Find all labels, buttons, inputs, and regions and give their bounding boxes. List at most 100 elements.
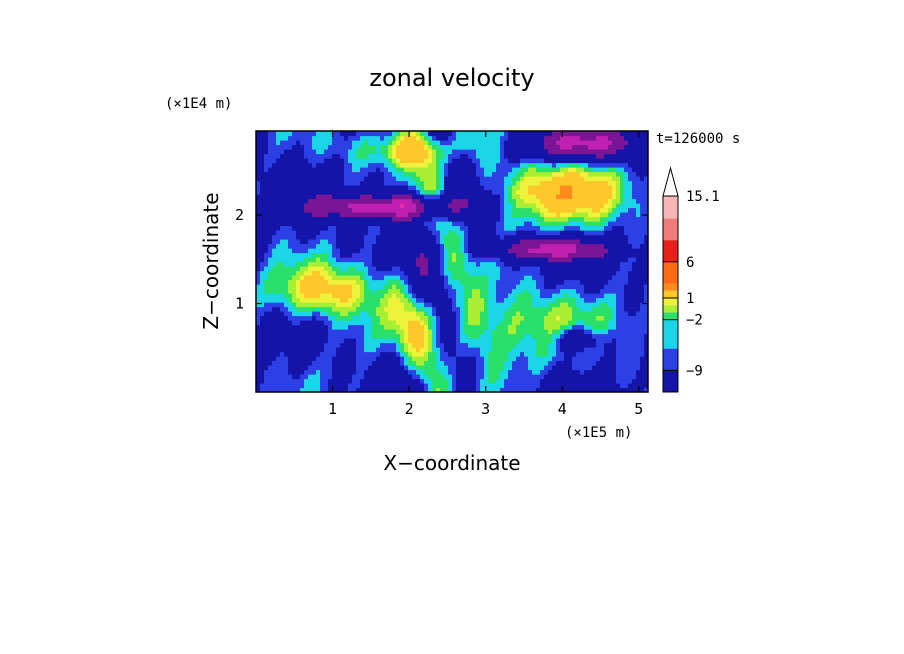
field-cell — [556, 180, 561, 186]
field-cell — [400, 270, 405, 276]
field-cell — [520, 225, 525, 231]
field-cell — [608, 216, 613, 222]
field-cell — [588, 234, 593, 240]
field-cell — [588, 351, 593, 357]
field-cell — [600, 324, 605, 330]
field-cell — [428, 239, 433, 245]
field-cell — [328, 171, 333, 177]
field-cell — [320, 302, 325, 308]
field-cell — [580, 351, 585, 357]
field-cell — [512, 203, 517, 209]
field-cell — [396, 234, 401, 240]
field-cell — [504, 234, 509, 240]
field-cell — [504, 360, 509, 366]
field-cell — [312, 257, 317, 263]
field-cell — [564, 212, 569, 218]
field-cell — [408, 194, 413, 200]
field-cell — [540, 378, 545, 384]
field-cell — [528, 297, 533, 303]
field-cell — [620, 266, 625, 272]
field-cell — [308, 176, 313, 182]
field-cell — [416, 302, 421, 308]
field-cell — [476, 329, 481, 335]
field-cell — [320, 329, 325, 335]
field-cell — [348, 338, 353, 344]
field-cell — [496, 374, 501, 380]
field-cell — [608, 293, 613, 299]
field-cell — [428, 293, 433, 299]
field-cell — [544, 212, 549, 218]
field-cell — [292, 221, 297, 227]
field-cell — [400, 257, 405, 263]
field-cell — [348, 176, 353, 182]
field-cell — [408, 275, 413, 281]
field-cell — [300, 324, 305, 330]
field-cell — [464, 266, 469, 272]
field-cell — [504, 216, 509, 222]
field-cell — [272, 320, 277, 326]
field-cell — [512, 387, 517, 392]
field-cell — [452, 248, 457, 254]
field-cell — [612, 198, 617, 204]
field-cell — [384, 225, 389, 231]
field-cell — [256, 189, 261, 195]
field-cell — [584, 261, 589, 267]
field-cell — [520, 329, 525, 335]
field-cell — [296, 284, 301, 290]
field-cell — [580, 315, 585, 321]
field-cell — [448, 293, 453, 299]
field-cell — [312, 216, 317, 222]
field-cell — [480, 234, 485, 240]
field-cell — [524, 234, 529, 240]
field-cell — [284, 257, 289, 263]
field-cell — [436, 248, 441, 254]
field-cell — [436, 225, 441, 231]
field-cell — [504, 248, 509, 254]
field-cell — [560, 252, 565, 258]
field-cell — [412, 225, 417, 231]
field-cell — [452, 378, 457, 384]
field-cell — [348, 261, 353, 267]
field-cell — [532, 185, 537, 191]
field-cell — [600, 342, 605, 348]
field-cell — [560, 243, 565, 249]
field-cell — [300, 387, 305, 392]
field-cell — [588, 266, 593, 272]
field-cell — [504, 257, 509, 263]
field-cell — [596, 180, 601, 186]
field-cell — [276, 252, 281, 258]
field-cell — [616, 342, 621, 348]
field-cell — [600, 293, 605, 299]
field-cell — [480, 198, 485, 204]
field-cell — [536, 239, 541, 245]
field-cell — [256, 306, 261, 312]
field-cell — [332, 162, 337, 168]
field-cell — [436, 360, 441, 366]
field-cell — [368, 311, 373, 317]
field-cell — [276, 302, 281, 308]
field-cell — [256, 275, 261, 281]
field-cell — [416, 374, 421, 380]
field-cell — [272, 248, 277, 254]
field-cell — [608, 167, 613, 173]
field-cell — [328, 180, 333, 186]
field-cell — [352, 284, 357, 290]
field-cell — [464, 167, 469, 173]
field-cell — [384, 284, 389, 290]
field-cell — [304, 360, 309, 366]
field-cell — [524, 248, 529, 254]
field-cell — [468, 275, 473, 281]
field-cell — [348, 198, 353, 204]
field-cell — [516, 351, 521, 357]
field-cell — [516, 198, 521, 204]
field-cell — [304, 306, 309, 312]
field-cell — [428, 207, 433, 213]
field-cell — [644, 234, 648, 240]
field-cell — [280, 252, 285, 258]
field-cell — [512, 329, 517, 335]
field-cell — [512, 284, 517, 290]
field-cell — [584, 387, 589, 392]
field-cell — [292, 320, 297, 326]
field-cell — [444, 356, 449, 362]
field-cell — [444, 306, 449, 312]
